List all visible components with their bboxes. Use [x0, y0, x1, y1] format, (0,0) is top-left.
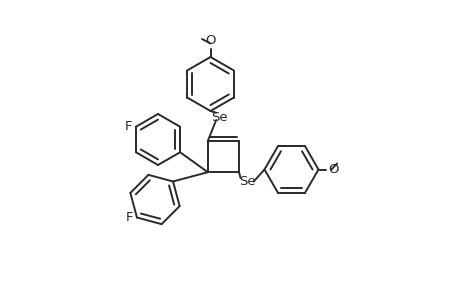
Text: F: F [126, 211, 133, 224]
Text: O: O [328, 163, 338, 176]
Text: F: F [124, 120, 132, 133]
Text: Se: Se [211, 111, 228, 124]
Text: O: O [205, 34, 215, 46]
Text: Se: Se [238, 175, 255, 188]
